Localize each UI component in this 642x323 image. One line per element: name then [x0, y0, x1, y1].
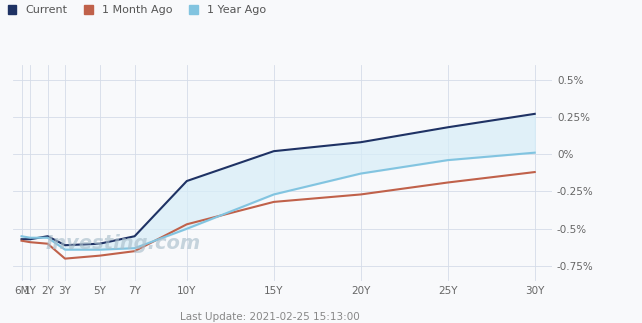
Text: Investing.com: Investing.com	[45, 234, 200, 253]
Text: Last Update: 2021-02-25 15:13:00: Last Update: 2021-02-25 15:13:00	[180, 312, 360, 322]
Legend: Current, 1 Month Ago, 1 Year Ago: Current, 1 Month Ago, 1 Year Ago	[8, 5, 266, 16]
